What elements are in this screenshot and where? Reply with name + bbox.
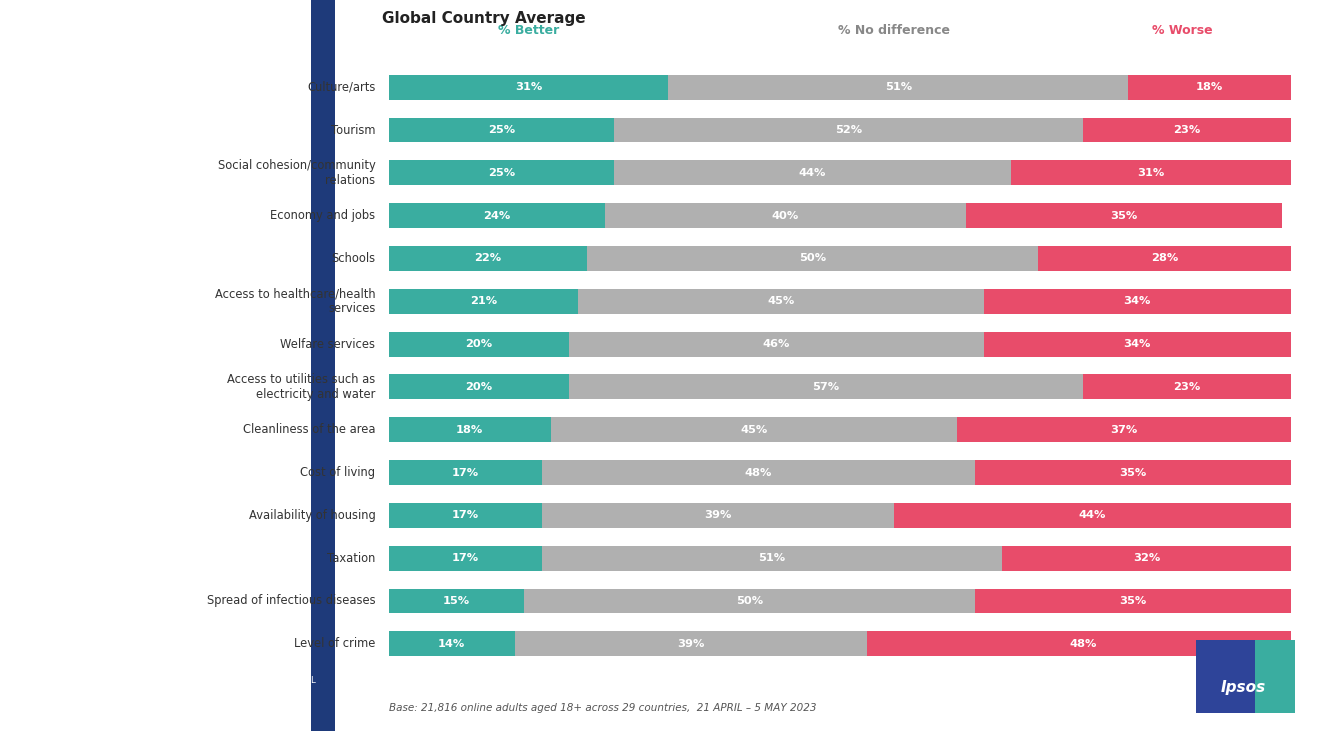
Text: % Worse: % Worse bbox=[1152, 24, 1213, 37]
Text: 48%: 48% bbox=[744, 468, 772, 477]
Text: While many people think
refugees make no difference
to various local services an: While many people think refugees make no… bbox=[30, 289, 216, 482]
Text: 57%: 57% bbox=[813, 382, 840, 392]
Bar bbox=[614, 118, 1083, 143]
Bar bbox=[578, 289, 984, 314]
Bar bbox=[311, 0, 335, 731]
Bar bbox=[894, 503, 1291, 528]
Text: 25%: 25% bbox=[487, 125, 515, 135]
Bar bbox=[541, 546, 1002, 571]
Text: How much better or worse do
you think refugees have made or
would make the follo: How much better or worse do you think re… bbox=[30, 106, 269, 175]
Bar bbox=[1196, 640, 1255, 713]
Text: Ipsos: Ipsos bbox=[1221, 680, 1266, 694]
Bar bbox=[551, 417, 957, 442]
Bar bbox=[389, 374, 569, 399]
Text: 40%: 40% bbox=[772, 211, 799, 221]
Bar bbox=[1011, 160, 1291, 185]
Text: 25%: 25% bbox=[487, 168, 515, 178]
Text: 34%: 34% bbox=[1123, 296, 1151, 306]
Bar bbox=[389, 546, 541, 571]
Bar bbox=[569, 374, 1083, 399]
Text: % No difference: % No difference bbox=[838, 24, 950, 37]
Bar bbox=[1002, 546, 1291, 571]
Text: 44%: 44% bbox=[799, 168, 826, 178]
Bar bbox=[515, 632, 867, 656]
Bar bbox=[668, 75, 1129, 99]
Text: 21%: 21% bbox=[470, 296, 497, 306]
Bar bbox=[975, 460, 1291, 485]
Text: 51%: 51% bbox=[759, 553, 785, 563]
Text: 50%: 50% bbox=[799, 254, 826, 263]
Text: 48%: 48% bbox=[1069, 639, 1097, 649]
Text: 17%: 17% bbox=[452, 510, 479, 520]
Bar bbox=[389, 503, 541, 528]
Text: Global Country Average: Global Country Average bbox=[382, 10, 586, 26]
Bar bbox=[541, 503, 894, 528]
Bar bbox=[389, 246, 587, 271]
Bar bbox=[569, 332, 984, 357]
Text: 23%: 23% bbox=[1173, 382, 1201, 392]
Text: 35%: 35% bbox=[1119, 468, 1146, 477]
Bar bbox=[389, 417, 551, 442]
Text: 46%: 46% bbox=[763, 339, 790, 349]
Text: 28%: 28% bbox=[1151, 254, 1177, 263]
Bar bbox=[389, 460, 541, 485]
Text: 18%: 18% bbox=[1196, 82, 1223, 92]
Bar bbox=[1038, 246, 1291, 271]
Text: Q.: Q. bbox=[30, 55, 82, 96]
Text: © Ipsos | World Refugee Day | June 2023 | INTERNAL
USE ONLY: © Ipsos | World Refugee Day | June 2023 … bbox=[87, 676, 316, 696]
Bar bbox=[389, 160, 614, 185]
Bar bbox=[1129, 75, 1291, 99]
Bar bbox=[1083, 118, 1291, 143]
Bar bbox=[1255, 640, 1295, 713]
Text: 45%: 45% bbox=[740, 425, 768, 435]
Bar bbox=[389, 75, 668, 99]
Text: 31%: 31% bbox=[1137, 168, 1164, 178]
Bar bbox=[605, 203, 965, 228]
Text: 26: 26 bbox=[30, 683, 46, 696]
Text: 17%: 17% bbox=[452, 553, 479, 563]
Bar bbox=[587, 246, 1038, 271]
Text: 44%: 44% bbox=[1079, 510, 1106, 520]
Text: 14%: 14% bbox=[439, 639, 465, 649]
Text: 39%: 39% bbox=[677, 639, 705, 649]
Bar bbox=[389, 118, 614, 143]
Text: 31%: 31% bbox=[515, 82, 543, 92]
Bar bbox=[614, 160, 1011, 185]
Text: 15%: 15% bbox=[443, 596, 470, 606]
Text: 39%: 39% bbox=[705, 510, 731, 520]
Text: 17%: 17% bbox=[452, 468, 479, 477]
Text: There are significant
differences in views across
the 29 countries.: There are significant differences in vie… bbox=[30, 567, 225, 616]
Bar bbox=[389, 332, 569, 357]
Text: 51%: 51% bbox=[885, 82, 911, 92]
Bar bbox=[389, 632, 515, 656]
Text: 34%: 34% bbox=[1123, 339, 1151, 349]
Bar bbox=[965, 203, 1281, 228]
Bar bbox=[389, 588, 524, 613]
Bar bbox=[957, 417, 1291, 442]
Text: 35%: 35% bbox=[1110, 211, 1138, 221]
Text: 23%: 23% bbox=[1173, 125, 1201, 135]
Text: 24%: 24% bbox=[483, 211, 511, 221]
Bar bbox=[984, 332, 1291, 357]
Text: 20%: 20% bbox=[465, 382, 493, 392]
Bar bbox=[984, 289, 1291, 314]
Bar bbox=[867, 632, 1300, 656]
Text: 37%: 37% bbox=[1110, 425, 1138, 435]
Text: 45%: 45% bbox=[768, 296, 794, 306]
Text: Base: 21,816 online adults aged 18+ across 29 countries,  21 APRIL – 5 MAY 2023: Base: 21,816 online adults aged 18+ acro… bbox=[389, 702, 817, 713]
Bar bbox=[541, 460, 975, 485]
Text: % Better: % Better bbox=[498, 24, 558, 37]
Bar bbox=[975, 588, 1291, 613]
Text: 35%: 35% bbox=[1119, 596, 1146, 606]
Text: 18%: 18% bbox=[456, 425, 483, 435]
Text: 22%: 22% bbox=[474, 254, 502, 263]
Bar bbox=[524, 588, 975, 613]
Text: 50%: 50% bbox=[736, 596, 763, 606]
Text: 20%: 20% bbox=[465, 339, 493, 349]
Text: 32%: 32% bbox=[1133, 553, 1160, 563]
Bar bbox=[389, 289, 578, 314]
Bar bbox=[1083, 374, 1291, 399]
Text: 52%: 52% bbox=[835, 125, 863, 135]
Bar bbox=[389, 203, 605, 228]
